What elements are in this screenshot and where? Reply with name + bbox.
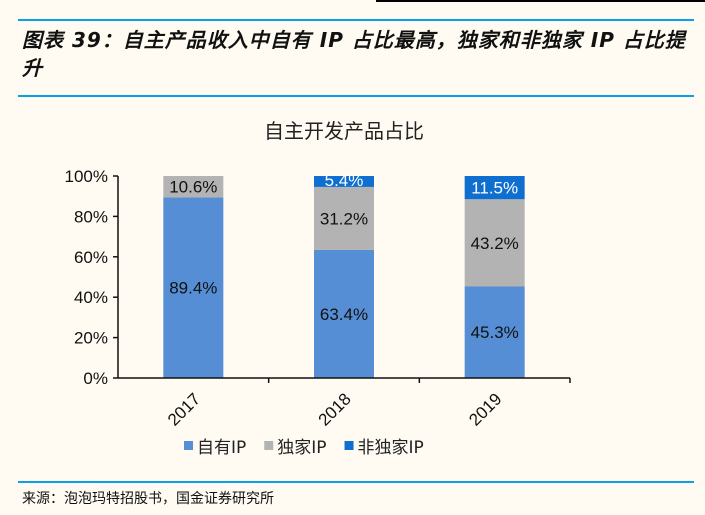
y-tick-label: 20%	[74, 329, 108, 348]
x-tick-label: 2018	[315, 389, 355, 429]
data-label: 63.4%	[320, 305, 368, 324]
data-label: 11.5%	[471, 179, 518, 198]
data-label: 45.3%	[471, 323, 519, 342]
top-rule	[376, 0, 705, 2]
bar-2019-2	[464, 176, 525, 200]
y-tick-label: 100%	[65, 167, 108, 186]
footer-rule	[18, 481, 694, 483]
data-label: 5.4%	[325, 171, 364, 190]
figure-title: 图表 39：自主产品收入中自有 IP 占比最高，独家和非独家 IP 占比提升	[22, 28, 686, 80]
legend-label: 独家IP	[277, 438, 326, 458]
data-label: 10.6%	[169, 178, 217, 197]
bar-2017-0	[163, 197, 224, 378]
legend-swatch	[344, 441, 354, 450]
bar-2018-2	[314, 176, 374, 187]
legend-label: 自有IP	[197, 438, 246, 458]
bar-2018-1	[314, 186, 374, 250]
legend-label: 非独家IP	[358, 438, 424, 458]
x-tick-label: 2017	[164, 389, 204, 429]
title-bottom-rule	[18, 95, 694, 97]
y-tick-label: 80%	[74, 207, 108, 226]
y-tick-label: 0%	[83, 369, 108, 388]
data-label: 89.4%	[169, 279, 217, 298]
source-note: 来源：泡泡玛特招股书，国金证券研究所	[22, 491, 274, 507]
title-top-rule	[18, 19, 694, 21]
y-tick-label: 60%	[74, 248, 108, 267]
legend-swatch	[264, 441, 274, 450]
x-tick-label: 2019	[465, 389, 505, 429]
chart-title: 自主开发产品占比	[264, 119, 424, 143]
y-tick-label: 40%	[74, 288, 108, 307]
legend-swatch	[184, 441, 193, 450]
bar-2019-0	[464, 286, 525, 378]
data-label: 43.2%	[471, 234, 519, 253]
bar-2017-1	[163, 176, 224, 198]
bar-2019-1	[464, 199, 525, 287]
bar-2018-0	[314, 249, 374, 378]
data-label: 31.2%	[320, 209, 368, 228]
